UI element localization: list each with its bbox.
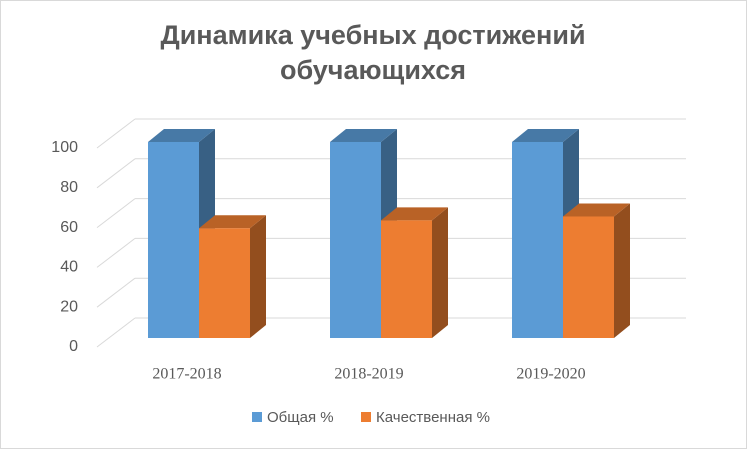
legend-swatch <box>361 412 371 422</box>
grid-line <box>96 238 136 268</box>
grid-line <box>96 317 136 348</box>
grid-line <box>96 118 136 149</box>
legend-label: Качественная % <box>376 409 490 426</box>
bar-top <box>330 128 397 142</box>
bar-side <box>250 215 266 338</box>
bar <box>381 220 432 338</box>
bar <box>563 216 614 338</box>
legend-label: Общая % <box>267 409 334 426</box>
bar-top <box>563 203 630 217</box>
bar <box>512 141 563 338</box>
y-tick-label: 40 <box>60 259 78 276</box>
grid-line <box>96 198 136 228</box>
bar <box>330 141 381 338</box>
y-tick-label: 0 <box>69 338 78 355</box>
x-tick-label: 2018-2019 <box>334 366 403 383</box>
legend-swatch <box>252 412 262 422</box>
y-tick-label: 20 <box>60 298 78 315</box>
grid-line <box>96 158 136 189</box>
bar-side <box>432 207 448 338</box>
x-tick-label: 2019-2020 <box>516 366 585 383</box>
bar-top <box>199 215 266 229</box>
bar-top <box>381 207 448 221</box>
bar <box>199 228 250 338</box>
chart-title: обучающихся <box>280 55 466 85</box>
bar-side <box>614 203 630 338</box>
bar <box>148 141 199 338</box>
bar-top <box>512 128 579 142</box>
y-tick-label: 80 <box>60 179 78 196</box>
y-tick-label: 100 <box>51 139 78 156</box>
y-tick-label: 60 <box>60 219 78 236</box>
x-tick-label: 2017-2018 <box>152 366 221 383</box>
chart-title: Динамика учебных достижений <box>160 20 585 50</box>
bar-top <box>148 128 215 142</box>
grid-line <box>96 277 136 308</box>
